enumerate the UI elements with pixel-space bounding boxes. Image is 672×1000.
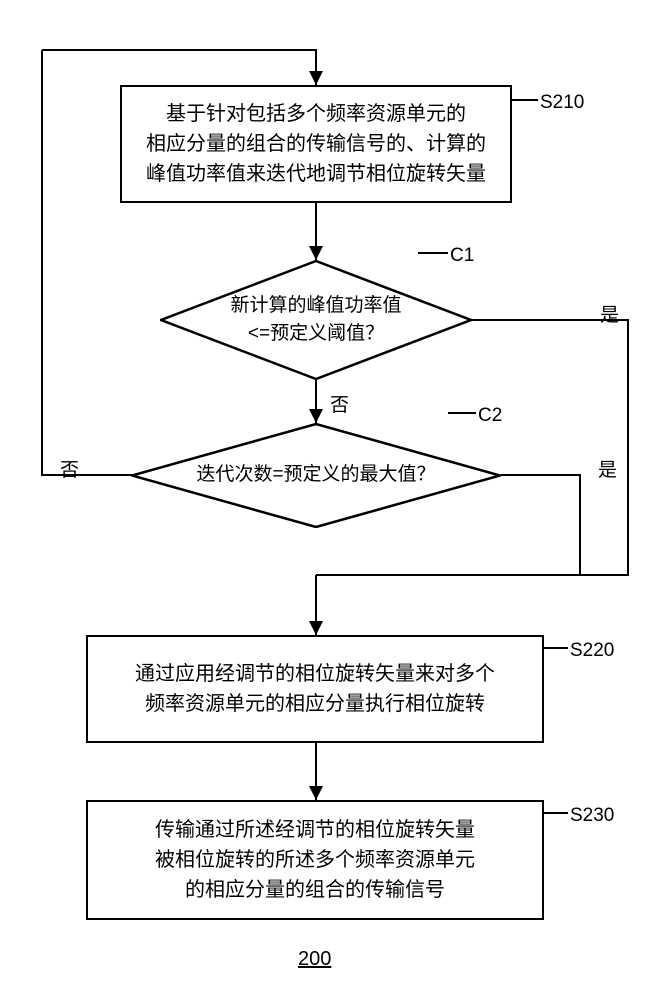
tag-c2: C2 bbox=[478, 405, 502, 427]
tag-s220: S220 bbox=[570, 640, 614, 662]
connector-line bbox=[627, 320, 630, 576]
label-no-c2: 否 bbox=[60, 455, 79, 482]
label-yes-c1: 是 bbox=[600, 300, 619, 327]
connector-line bbox=[448, 412, 476, 414]
decision-diamond-c1: 新计算的峰值功率值<=预定义阈值？ bbox=[160, 260, 472, 380]
label-no-c1: 否 bbox=[330, 390, 349, 417]
flowchart-canvas: 基于针对包括多个频率资源单元的相应分量的组合的传输信号的、计算的峰值功率值来迭代… bbox=[0, 0, 672, 1000]
diamond-text: 新计算的峰值功率值<=预定义阈值？ bbox=[230, 292, 401, 349]
connector-line bbox=[579, 475, 582, 576]
box-text: 传输通过所述经调节的相位旋转矢量被相位旋转的所述多个频率资源单元的相应分量的组合… bbox=[155, 815, 475, 905]
process-box-s230: 传输通过所述经调节的相位旋转矢量被相位旋转的所述多个频率资源单元的相应分量的组合… bbox=[86, 800, 544, 920]
figure-number: 200 bbox=[298, 948, 331, 971]
connector-line bbox=[544, 647, 568, 649]
box-text: 通过应用经调节的相位旋转矢量来对多个频率资源单元的相应分量执行相位旋转 bbox=[135, 659, 495, 719]
arrowhead-icon bbox=[309, 621, 323, 635]
connector-line bbox=[544, 812, 568, 814]
box-text: 基于针对包括多个频率资源单元的相应分量的组合的传输信号的、计算的峰值功率值来迭代… bbox=[146, 99, 486, 189]
label-yes-c2: 是 bbox=[598, 455, 617, 482]
connector-line bbox=[512, 99, 538, 101]
connector-line bbox=[418, 252, 448, 254]
connector-line bbox=[316, 574, 629, 577]
connector-line bbox=[42, 49, 317, 52]
arrowhead-icon bbox=[309, 71, 323, 85]
tag-s230: S230 bbox=[570, 805, 614, 827]
connector-line bbox=[42, 474, 132, 477]
connector-line bbox=[501, 474, 581, 477]
tag-s210: S210 bbox=[540, 92, 584, 114]
connector-line bbox=[41, 50, 44, 476]
process-box-s220: 通过应用经调节的相位旋转矢量来对多个频率资源单元的相应分量执行相位旋转 bbox=[86, 635, 544, 743]
arrowhead-icon bbox=[309, 246, 323, 260]
arrowhead-icon bbox=[309, 786, 323, 800]
decision-diamond-c2: 迭代次数=预定义的最大值？ bbox=[131, 423, 501, 528]
connector-line bbox=[472, 319, 629, 322]
tag-c1: C1 bbox=[450, 245, 474, 267]
process-box-s210: 基于针对包括多个频率资源单元的相应分量的组合的传输信号的、计算的峰值功率值来迭代… bbox=[120, 85, 512, 203]
diamond-text: 迭代次数=预定义的最大值？ bbox=[196, 461, 435, 490]
arrowhead-icon bbox=[309, 409, 323, 423]
